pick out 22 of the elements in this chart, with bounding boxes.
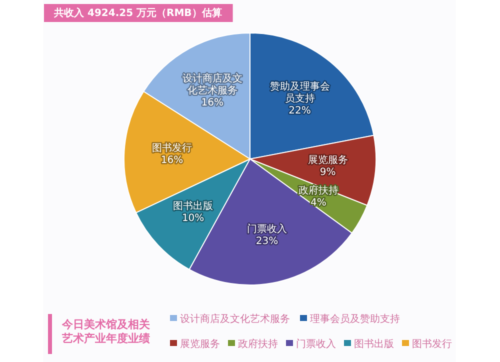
text: 设计商店及文化艺术服务 <box>182 73 242 96</box>
slice-label: 图书发行 <box>152 142 192 154</box>
legend-label: 设计商店及文化艺术服务 <box>180 313 290 325</box>
legend-label: 展览服务 <box>180 338 220 350</box>
data-label: 16% <box>160 154 184 166</box>
chart-title: 共收入 4924.25 万元（RMB）估算 <box>53 7 222 19</box>
data-label: 23% <box>256 236 278 247</box>
legend-label: 理事会员及赞助支持 <box>310 313 400 325</box>
text: 今日美术馆及相关艺术产业年度业绩 <box>61 318 151 345</box>
legend-label: 图书发行 <box>412 338 452 350</box>
data-label: 22% <box>288 106 311 117</box>
data-label: 10% <box>182 213 204 224</box>
data-label: 9% <box>320 167 336 178</box>
slice-label: 展览服务 <box>308 154 348 166</box>
data-label: 4% <box>310 197 326 208</box>
text: 赞助及理事会员支持 <box>270 82 330 105</box>
legend-label: 门票收入 <box>296 338 336 350</box>
slice-label: 图书出版 <box>173 200 214 212</box>
slice-label: 门票收入 <box>247 222 288 235</box>
legend-label: 图书出版 <box>354 338 394 350</box>
legend-label: 政府扶持 <box>238 338 278 350</box>
data-label: 16% <box>201 97 224 108</box>
